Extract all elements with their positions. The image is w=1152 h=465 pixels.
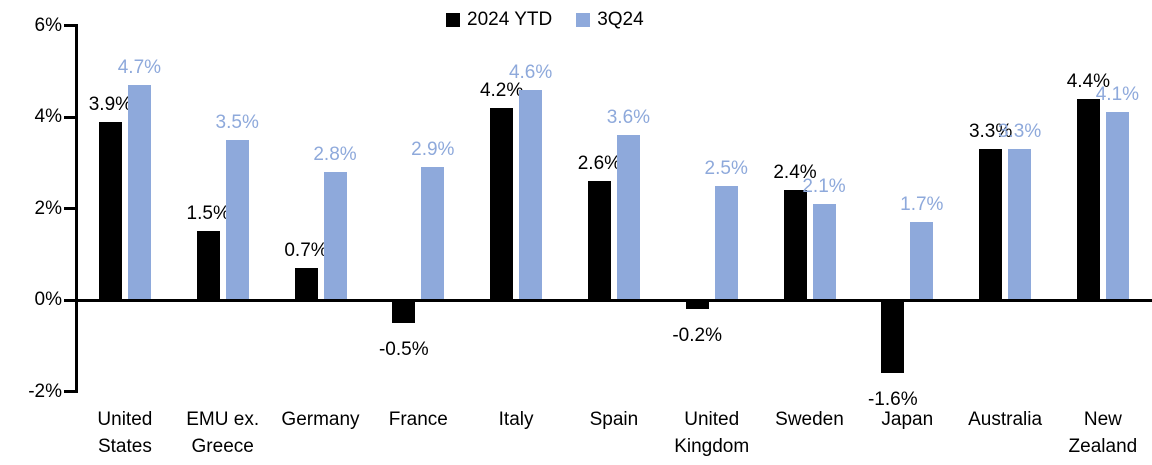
bar-2024-ytd — [490, 107, 514, 300]
value-label: 3.3% — [997, 121, 1042, 143]
bar-3q24 — [910, 222, 934, 300]
y-tick-label: -2% — [28, 380, 62, 402]
legend-item-3q24: 3Q24 — [576, 9, 644, 30]
category-label: Spain — [589, 409, 639, 430]
bar-3q24 — [714, 185, 738, 300]
value-label: -1.6% — [867, 389, 918, 411]
bar-2024-ytd — [98, 121, 122, 300]
value-label: 3.3% — [968, 121, 1013, 143]
bar-2024-ytd — [294, 267, 318, 300]
bar-3q24 — [616, 135, 640, 300]
legend-swatch-3q24-icon — [576, 13, 591, 27]
value-label: 2.6% — [577, 153, 622, 175]
bar-2024-ytd — [392, 300, 416, 323]
category-label: United States — [97, 409, 153, 457]
value-label: -0.5% — [378, 338, 429, 360]
category-label: Germany — [281, 409, 360, 430]
y-tick-label: 6% — [34, 14, 62, 36]
bar-2024-ytd — [1076, 98, 1100, 300]
bar-3q24 — [225, 139, 249, 300]
bar-2024-ytd — [783, 190, 807, 300]
y-tick-mark — [64, 207, 75, 210]
bar-2024-ytd — [685, 300, 709, 310]
y-tick-label: 4% — [34, 106, 62, 127]
value-label: 4.1% — [1095, 84, 1140, 106]
legend-label-3q24: 3Q24 — [597, 9, 644, 30]
chart-legend: 2024 YTD 3Q24 — [446, 10, 644, 30]
value-label: 2.4% — [773, 162, 817, 184]
category-label: Sweden — [775, 409, 844, 430]
y-axis-line — [75, 24, 78, 393]
bar-3q24 — [1105, 112, 1129, 300]
x-axis-line — [75, 298, 1152, 302]
bar-2024-ytd — [587, 181, 611, 300]
value-label: 2.8% — [313, 143, 357, 165]
category-label: France — [388, 409, 448, 430]
bar-3q24 — [323, 171, 347, 300]
value-label: 0.7% — [284, 239, 328, 261]
value-label: 2.5% — [704, 157, 748, 179]
y-tick-mark — [64, 298, 75, 302]
value-label: 2.1% — [802, 175, 846, 197]
category-label: Italy — [498, 409, 534, 430]
y-tick-mark — [64, 115, 75, 119]
category-label: United Kingdom — [674, 409, 750, 457]
category-label: Japan — [881, 409, 934, 430]
bar-2024-ytd — [881, 300, 905, 374]
value-label: 1.5% — [186, 203, 230, 225]
legend-label-2024-ytd: 2024 YTD — [467, 9, 553, 30]
value-label: 4.4% — [1066, 70, 1111, 92]
y-tick-mark — [64, 24, 75, 27]
value-label: 1.7% — [900, 194, 944, 216]
bar-3q24 — [127, 84, 151, 300]
value-label: 3.6% — [606, 107, 651, 129]
category-label: Australia — [968, 409, 1043, 430]
y-tick-label: 0% — [34, 289, 62, 310]
value-label: -0.2% — [672, 325, 722, 347]
value-label: 4.6% — [508, 61, 553, 83]
y-tick-label: 2% — [34, 197, 62, 219]
legend-swatch-2024-ytd-icon — [446, 13, 460, 27]
category-label: EMU ex. Greece — [186, 409, 260, 457]
legend-item-2024-ytd: 2024 YTD — [446, 10, 552, 30]
value-label: 4.2% — [479, 79, 524, 101]
value-label: 3.5% — [215, 111, 259, 133]
bar-2024-ytd — [196, 231, 220, 300]
value-label: 2.9% — [411, 139, 455, 161]
category-label: New Zealand — [1068, 409, 1138, 457]
bar-3q24 — [812, 203, 836, 300]
bar-3q24 — [1008, 149, 1032, 300]
bar-3q24 — [421, 167, 445, 300]
bar-3q24 — [519, 89, 543, 300]
value-label: 3.9% — [88, 93, 133, 115]
y-tick-mark — [64, 390, 75, 393]
value-label: 4.7% — [117, 56, 162, 78]
bar-2024-ytd — [979, 149, 1003, 300]
